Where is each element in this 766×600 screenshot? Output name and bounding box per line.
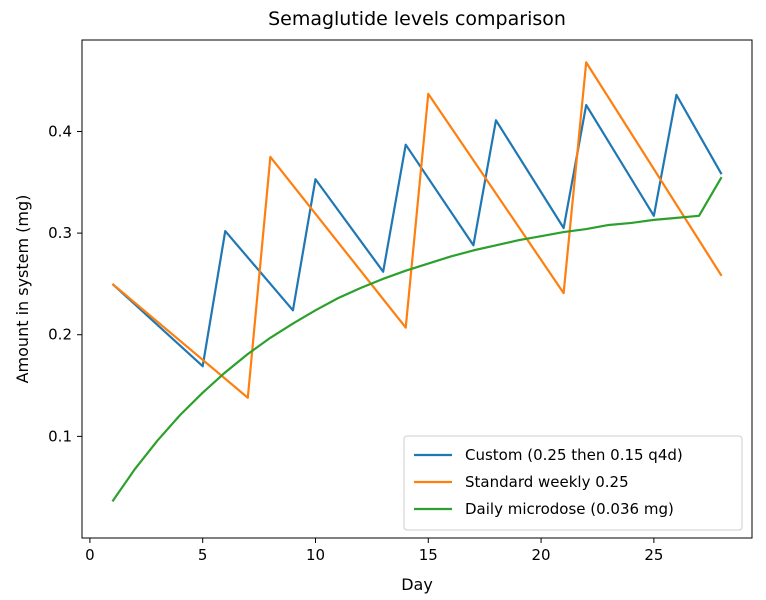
x-axis-label: Day bbox=[401, 575, 433, 594]
legend-entry: Daily microdose (0.036 mg) bbox=[414, 500, 674, 518]
series-layer bbox=[111, 61, 723, 503]
x-axis: 0 5 10 15 20 25 bbox=[85, 538, 663, 564]
legend-entry: Standard weekly 0.25 bbox=[414, 473, 629, 491]
y-axis-label: Amount in system (mg) bbox=[13, 195, 32, 384]
legend-label-microdose: Daily microdose (0.036 mg) bbox=[465, 500, 674, 518]
x-tick-label: 15 bbox=[419, 546, 438, 564]
x-tick-label: 20 bbox=[532, 546, 551, 564]
legend-entry: Custom (0.25 then 0.15 q4d) bbox=[414, 446, 683, 464]
y-axis: 0.1 0.2 0.3 0.4 bbox=[48, 122, 82, 445]
x-tick-label: 5 bbox=[198, 546, 208, 564]
legend-label-custom: Custom (0.25 then 0.15 q4d) bbox=[465, 446, 683, 464]
series-line-custom bbox=[111, 93, 723, 368]
y-tick-label: 0.2 bbox=[48, 326, 72, 344]
x-tick-label: 25 bbox=[644, 546, 663, 564]
y-tick-label: 0.3 bbox=[48, 224, 72, 242]
legend-box bbox=[403, 435, 743, 531]
x-tick-label: 0 bbox=[85, 546, 95, 564]
legend-label-standard: Standard weekly 0.25 bbox=[465, 473, 629, 491]
series-line-standard bbox=[111, 61, 723, 399]
y-tick-label: 0.4 bbox=[48, 122, 72, 140]
y-tick-label: 0.1 bbox=[48, 427, 72, 445]
legend: Custom (0.25 then 0.15 q4d) Standard wee… bbox=[403, 435, 743, 531]
x-tick-label: 10 bbox=[306, 546, 325, 564]
series-line-microdose bbox=[111, 176, 723, 503]
plot-frame bbox=[81, 39, 753, 539]
chart-title: Semaglutide levels comparison bbox=[268, 8, 566, 30]
